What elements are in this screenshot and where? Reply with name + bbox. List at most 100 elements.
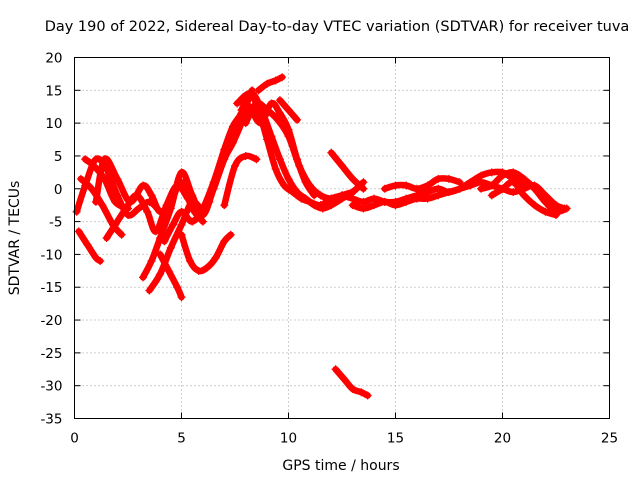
y-tick-label: 5: [54, 149, 63, 165]
data-point: [198, 204, 207, 213]
x-tick-label: 15: [387, 431, 404, 447]
grid: [74, 57, 610, 419]
data-point: [284, 174, 293, 183]
data-point: [271, 165, 280, 174]
data-point: [280, 181, 289, 190]
data-point: [487, 181, 496, 190]
data-point: [267, 132, 276, 141]
data-point: [327, 194, 336, 203]
data-point: [72, 207, 81, 216]
y-tick-label: 20: [45, 51, 62, 67]
data-point: [293, 115, 302, 124]
data-point: [145, 286, 154, 295]
series-arc-16: [246, 99, 318, 199]
y-tick-label: -5: [49, 215, 62, 231]
data-point: [132, 191, 141, 200]
data-point: [519, 191, 528, 200]
y-tick-label: 10: [45, 116, 62, 132]
data-point: [466, 181, 475, 190]
data-point: [91, 197, 100, 206]
data-point: [102, 234, 111, 242]
data-point: [252, 155, 261, 164]
x-tick-label: 10: [280, 431, 297, 447]
y-tick-label: -20: [40, 313, 62, 329]
data-point: [331, 365, 340, 374]
data-point: [147, 191, 156, 200]
data-point: [310, 191, 319, 200]
y-tick-label: -15: [40, 280, 62, 296]
series-arc-12: [221, 152, 260, 209]
data-point: [111, 220, 120, 229]
data-point: [338, 191, 346, 200]
data-point: [226, 230, 235, 239]
x-tick-label: 0: [70, 431, 79, 447]
data-point: [168, 220, 177, 229]
data-point: [293, 155, 302, 164]
data-point: [209, 178, 218, 187]
data-point: [91, 253, 100, 262]
data-point: [237, 106, 246, 115]
data-point: [117, 230, 126, 239]
data-point: [271, 76, 280, 85]
data-point: [177, 207, 186, 216]
data-point: [301, 194, 310, 203]
data-point: [275, 155, 284, 164]
data-point: [278, 73, 287, 82]
data-point: [89, 161, 98, 170]
data-point: [220, 237, 229, 246]
data-point: [357, 388, 366, 397]
data-point: [173, 283, 182, 292]
data-point: [391, 181, 400, 190]
data-point: [156, 250, 165, 259]
data-point: [340, 375, 349, 384]
data-point: [455, 178, 464, 187]
data-point: [402, 181, 411, 190]
data-point: [434, 174, 443, 183]
y-tick-label: -10: [40, 247, 62, 263]
data-point: [541, 207, 550, 216]
data-point: [233, 99, 242, 108]
data-point: [138, 273, 147, 282]
data-point: [252, 99, 261, 108]
data-point: [509, 168, 518, 177]
y-axis-label: SDTVAR / TECUs: [7, 181, 23, 296]
data-point: [121, 204, 130, 213]
data-point: [177, 293, 186, 302]
data-point: [156, 270, 165, 279]
data-point: [147, 256, 156, 265]
data-point: [359, 204, 368, 213]
data-point: [228, 122, 237, 131]
data-point: [100, 155, 109, 164]
data-point: [338, 161, 346, 170]
data-point: [166, 204, 175, 213]
data-point: [552, 211, 560, 220]
data-point: [327, 148, 336, 157]
data-point: [348, 384, 357, 393]
data-point: [509, 188, 518, 197]
data-point: [498, 184, 507, 193]
data-point: [254, 86, 263, 95]
data-point: [111, 197, 120, 206]
data-point: [134, 204, 143, 213]
data-point: [423, 181, 432, 190]
data-point: [194, 266, 203, 275]
data-point: [301, 178, 310, 187]
data-point: [391, 201, 400, 210]
data-point: [263, 79, 272, 88]
data-point: [275, 96, 284, 105]
data-point: [412, 194, 421, 203]
data-point: [530, 184, 539, 193]
y-tick-label: -30: [40, 379, 62, 395]
series-arc-25: [332, 366, 371, 399]
data-point: [284, 125, 293, 134]
y-tick-label: 15: [45, 83, 62, 99]
data-point: [412, 184, 421, 193]
data-point: [74, 227, 83, 236]
data-point: [498, 171, 507, 180]
data-point: [248, 89, 257, 98]
data-point: [310, 201, 319, 210]
data-point: [487, 191, 496, 200]
series-arc-10: [161, 87, 256, 245]
data-point: [363, 391, 372, 400]
